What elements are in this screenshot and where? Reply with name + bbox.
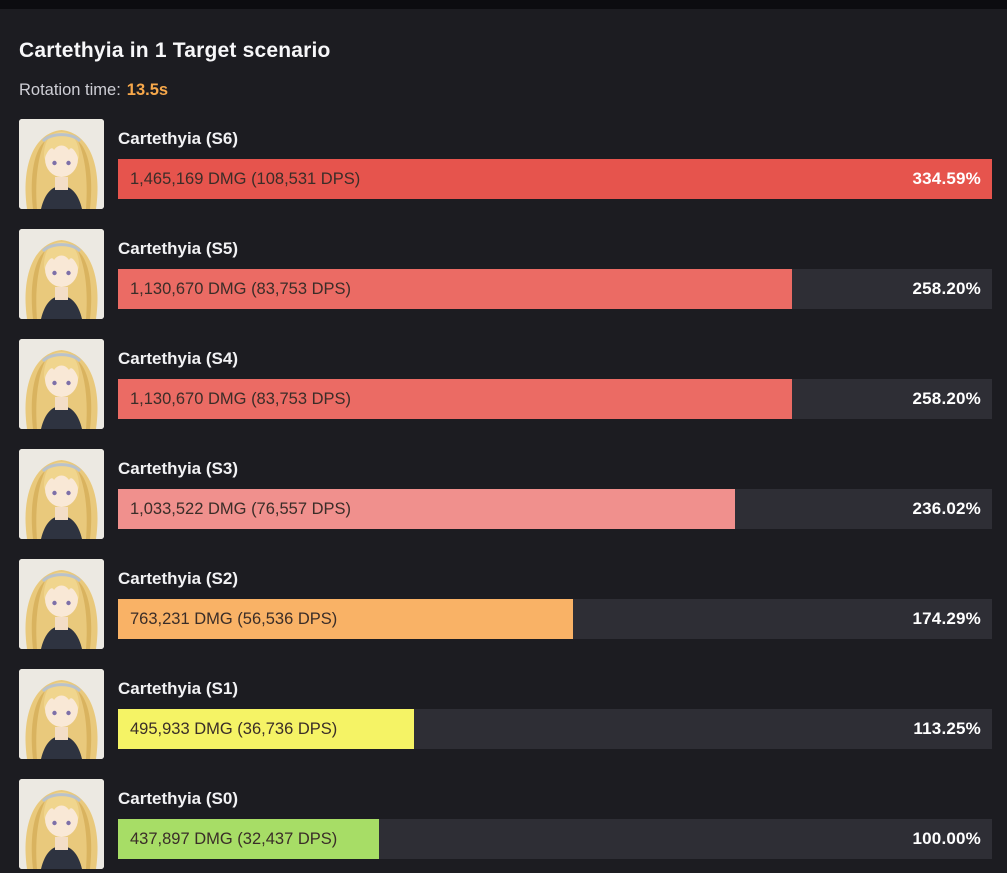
bar-row: Cartethyia (S4) 1,130,670 DMG (83,753 DP… bbox=[19, 339, 992, 429]
bar-damage-label: 495,933 DMG (36,736 DPS) bbox=[130, 719, 338, 738]
bar-percent-label: 113.25% bbox=[913, 719, 981, 738]
character-label: Cartethyia (S6) bbox=[118, 129, 238, 148]
bar-track: 1,033,522 DMG (76,557 DPS) 236.02% bbox=[118, 489, 992, 529]
bar-row-content: Cartethyia (S3) 1,033,522 DMG (76,557 DP… bbox=[118, 449, 992, 539]
bar-percent-label: 100.00% bbox=[912, 829, 981, 848]
bar-damage-label: 1,130,670 DMG (83,753 DPS) bbox=[130, 389, 352, 408]
character-label: Cartethyia (S2) bbox=[118, 569, 238, 588]
bar-row-content: Cartethyia (S4) 1,130,670 DMG (83,753 DP… bbox=[118, 339, 992, 429]
bar-fill: 1,033,522 DMG (76,557 DPS) bbox=[118, 489, 735, 529]
bar-track: 1,130,670 DMG (83,753 DPS) 258.20% bbox=[118, 379, 992, 419]
rotation-time-line: Rotation time: 13.5s bbox=[19, 81, 992, 100]
bar-fill: 495,933 DMG (36,736 DPS) bbox=[118, 709, 414, 749]
bar-row: Cartethyia (S1) 495,933 DMG (36,736 DPS)… bbox=[19, 669, 992, 759]
character-label: Cartethyia (S0) bbox=[118, 789, 238, 808]
page-title: Cartethyia in 1 Target scenario bbox=[19, 39, 331, 62]
bar-fill: 763,231 DMG (56,536 DPS) bbox=[118, 599, 574, 639]
character-avatar bbox=[19, 119, 104, 209]
bar-chart: Cartethyia (S6) 1,465,169 DMG (108,531 D… bbox=[19, 119, 992, 869]
bar-percent-label: 236.02% bbox=[912, 499, 981, 518]
bar-damage-label: 1,033,522 DMG (76,557 DPS) bbox=[130, 499, 352, 518]
bar-row: Cartethyia (S6) 1,465,169 DMG (108,531 D… bbox=[19, 119, 992, 209]
bar-damage-label: 763,231 DMG (56,536 DPS) bbox=[130, 609, 338, 628]
character-label: Cartethyia (S1) bbox=[118, 679, 238, 698]
bar-row-content: Cartethyia (S0) 437,897 DMG (32,437 DPS)… bbox=[118, 779, 992, 869]
bar-track: 437,897 DMG (32,437 DPS) 100.00% bbox=[118, 819, 992, 859]
bar-damage-label: 1,130,670 DMG (83,753 DPS) bbox=[130, 279, 352, 298]
bar-percent-label: 258.20% bbox=[912, 279, 981, 298]
character-avatar bbox=[19, 229, 104, 319]
bar-track: 1,465,169 DMG (108,531 DPS) 334.59% bbox=[118, 159, 992, 199]
character-avatar bbox=[19, 449, 104, 539]
bar-row-content: Cartethyia (S2) 763,231 DMG (56,536 DPS)… bbox=[118, 559, 992, 649]
bar-row: Cartethyia (S0) 437,897 DMG (32,437 DPS)… bbox=[19, 779, 992, 869]
bar-percent-label: 334.59% bbox=[912, 169, 981, 188]
bar-row: Cartethyia (S5) 1,130,670 DMG (83,753 DP… bbox=[19, 229, 992, 319]
rotation-time-label: Rotation time: bbox=[19, 81, 121, 99]
main-content: Cartethyia in 1 Target scenario Rotation… bbox=[0, 9, 1007, 869]
character-avatar bbox=[19, 779, 104, 869]
bar-track: 495,933 DMG (36,736 DPS) 113.25% bbox=[118, 709, 992, 749]
character-avatar bbox=[19, 669, 104, 759]
bar-row-content: Cartethyia (S6) 1,465,169 DMG (108,531 D… bbox=[118, 119, 992, 209]
top-bar bbox=[0, 0, 1007, 9]
bar-percent-label: 258.20% bbox=[912, 389, 981, 408]
bar-row: Cartethyia (S2) 763,231 DMG (56,536 DPS)… bbox=[19, 559, 992, 649]
bar-damage-label: 1,465,169 DMG (108,531 DPS) bbox=[130, 169, 361, 188]
bar-row-content: Cartethyia (S5) 1,130,670 DMG (83,753 DP… bbox=[118, 229, 992, 319]
character-label: Cartethyia (S3) bbox=[118, 459, 238, 478]
bar-row: Cartethyia (S3) 1,033,522 DMG (76,557 DP… bbox=[19, 449, 992, 539]
bar-fill: 1,130,670 DMG (83,753 DPS) bbox=[118, 379, 793, 419]
bar-track: 1,130,670 DMG (83,753 DPS) 258.20% bbox=[118, 269, 992, 309]
character-label: Cartethyia (S4) bbox=[118, 349, 238, 368]
rotation-value: 13.5s bbox=[126, 81, 169, 99]
bar-track: 763,231 DMG (56,536 DPS) 174.29% bbox=[118, 599, 992, 639]
character-avatar bbox=[19, 559, 104, 649]
bar-percent-label: 174.29% bbox=[912, 609, 981, 628]
bar-fill: 437,897 DMG (32,437 DPS) bbox=[118, 819, 380, 859]
character-label: Cartethyia (S5) bbox=[118, 239, 238, 258]
bar-damage-label: 437,897 DMG (32,437 DPS) bbox=[130, 829, 338, 848]
bar-fill: 1,130,670 DMG (83,753 DPS) bbox=[118, 269, 793, 309]
character-avatar bbox=[19, 339, 104, 429]
bar-fill: 1,465,169 DMG (108,531 DPS) bbox=[118, 159, 992, 199]
bar-row-content: Cartethyia (S1) 495,933 DMG (36,736 DPS)… bbox=[118, 669, 992, 759]
